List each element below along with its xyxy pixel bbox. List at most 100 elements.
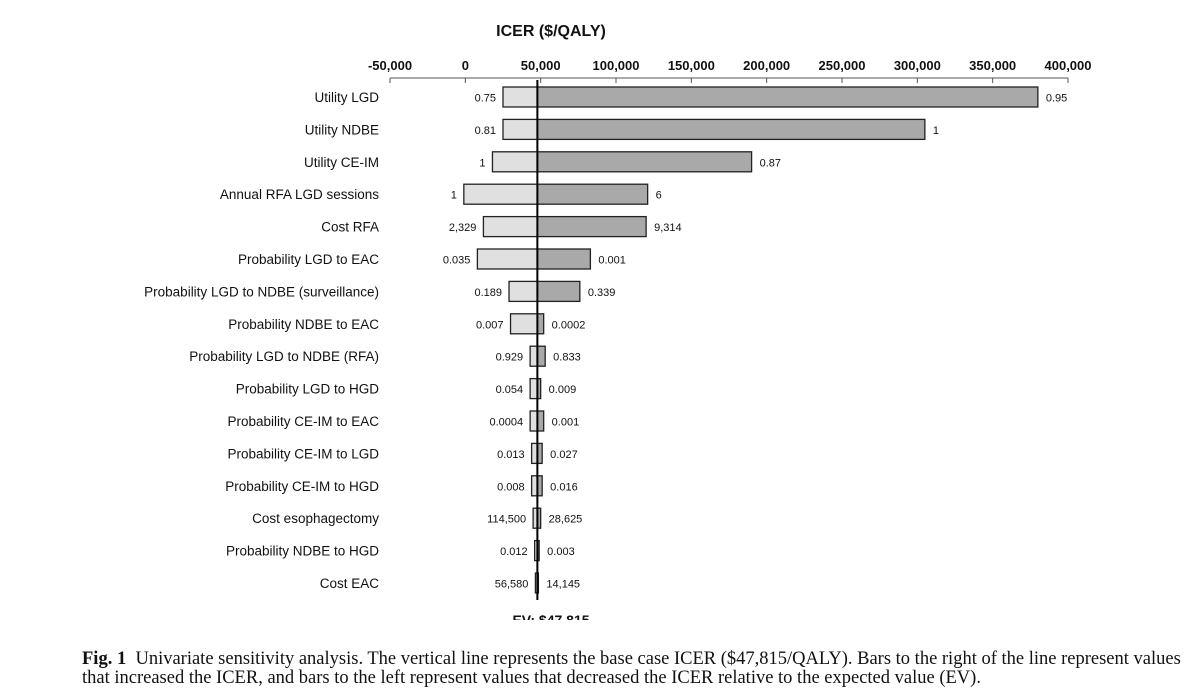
x-tick-label: 200,000 [743,58,790,73]
low-value-label: 0.007 [476,319,504,331]
tornado-row: Probability CE-IM to EAC 0.0004 0.001 [227,410,580,432]
parameter-label: Utility CE-IM [304,155,379,170]
x-tick-label: -50,000 [368,58,412,73]
tornado-row: Probability NDBE to HGD 0.012 0.003 [226,539,575,562]
parameter-label: Probability LGD to NDBE (surveillance) [144,284,379,299]
low-value-label: 0.0004 [489,417,523,429]
high-bar [536,248,592,270]
high-value-label: 0.833 [553,352,581,364]
tornado-row: Cost esophagectomy 114,500 28,625 [252,507,583,529]
low-bar [491,151,539,173]
high-value-label: 0.339 [588,287,616,299]
tornado-row: Probability LGD to NDBE (RFA) 0.929 0.833 [189,345,581,367]
low-value-label: 0.013 [497,449,525,461]
x-tick-label: 400,000 [1045,58,1092,73]
low-bar [482,215,539,238]
low-value-label: 2,329 [449,222,477,234]
tornado-row: Probability CE-IM to LGD 0.013 0.027 [227,442,578,465]
parameter-label: Probability NDBE to EAC [228,317,379,332]
low-bar [529,345,539,367]
parameter-label: Probability CE-IM to LGD [227,446,379,461]
high-bar [536,215,647,238]
low-value-label: 0.054 [496,384,524,396]
x-tick-label: 100,000 [593,58,640,73]
high-bar [536,280,581,303]
low-value-label: 0.008 [497,481,525,493]
low-bar [508,280,539,303]
tornado-row: Annual RFA LGD sessions 1 6 [220,183,662,205]
low-bar [502,118,539,141]
tornado-row: Cost EAC 56,580 14,145 [320,572,580,594]
tornado-row: Utility CE-IM 1 0.87 [304,151,781,173]
parameter-label: Cost RFA [321,220,379,235]
parameter-label: Probability LGD to NDBE (RFA) [189,349,379,364]
high-bar [536,151,753,173]
parameter-label: Probability CE-IM to HGD [225,479,379,494]
parameter-label: Probability LGD to HGD [236,382,380,397]
parameter-label: Utility NDBE [305,122,379,137]
high-value-label: 0.009 [549,384,577,396]
high-value-label: 28,625 [549,514,583,526]
x-tick-label: 50,000 [521,58,561,73]
caption-label: Fig. 1 [82,649,127,669]
chart-title: ICER ($/QALY) [496,23,606,40]
low-bar [529,377,539,400]
high-value-label: 0.001 [598,255,626,267]
parameter-label: Probability LGD to EAC [238,252,379,267]
x-tick-label: 350,000 [969,58,1016,73]
high-bar [536,86,1039,108]
caption-text: Univariate sensitivity analysis. The ver… [82,649,1181,688]
high-value-label: 6 [656,190,662,202]
parameter-label: Probability NDBE to HGD [226,544,379,559]
high-value-label: 0.95 [1046,93,1067,105]
tornado-row: Probability LGD to EAC 0.035 0.001 [238,248,626,270]
tornado-row: Utility LGD 0.75 0.95 [314,86,1067,108]
low-bar [529,410,539,432]
tornado-row: Utility NDBE 0.81 1 [305,118,939,141]
parameter-label: Annual RFA LGD sessions [220,187,379,202]
tornado-chart: ICER ($/QALY) -50,000 0 50,000 100,000 150,0… [144,23,1092,620]
tornado-row: Cost RFA 2,329 9,314 [321,215,682,238]
low-value-label: 0.035 [443,255,471,267]
x-axis: -50,000 0 50,000 100,000 150,000 200,000 250,0… [368,58,1092,83]
x-tick-label: 250,000 [819,58,866,73]
low-value-label: 0.75 [475,93,496,105]
low-value-label: 0.012 [500,546,528,558]
parameter-label: Utility LGD [314,90,379,105]
high-value-label: 0.001 [552,417,580,429]
x-tick-label: 0 [462,58,469,73]
low-bar [476,248,539,270]
low-value-label: 1 [451,190,457,202]
high-value-label: 9,314 [654,222,682,234]
x-tick-label: 150,000 [668,58,715,73]
high-value-label: 0.0002 [552,319,586,331]
low-value-label: 114,500 [487,514,526,526]
low-bar [502,86,539,108]
low-value-label: 0.189 [474,287,502,299]
high-value-label: 0.027 [550,449,578,461]
tornado-row: Probability LGD to NDBE (surveillance) 0.… [144,280,616,303]
parameter-label: Cost esophagectomy [252,511,379,526]
ev-label: EV: $47,815 [512,612,589,620]
tornado-row: Probability CE-IM to HGD 0.008 0.016 [225,475,578,497]
high-value-label: 14,145 [546,579,580,591]
low-bar [509,313,539,335]
high-bar [536,183,649,205]
high-value-label: 0.003 [547,546,575,558]
high-value-label: 0.016 [550,481,578,493]
high-value-label: 0.87 [760,157,781,169]
high-bar [536,118,926,141]
low-value-label: 56,580 [495,579,529,591]
x-tick-label: 300,000 [894,58,941,73]
high-value-label: 1 [933,125,939,137]
figure-caption: Fig. 1 Univariate sensitivity analysis. … [82,650,1182,688]
tornado-row: Probability LGD to HGD 0.054 0.009 [236,377,577,400]
tornado-row: Probability NDBE to EAC 0.007 0.0002 [228,313,586,335]
parameter-label: Probability CE-IM to EAC [227,414,379,429]
low-value-label: 0.81 [475,125,496,137]
low-value-label: 0.929 [496,352,524,364]
parameter-label: Cost EAC [320,576,380,591]
low-value-label: 1 [479,157,485,169]
high-bar [536,345,546,367]
